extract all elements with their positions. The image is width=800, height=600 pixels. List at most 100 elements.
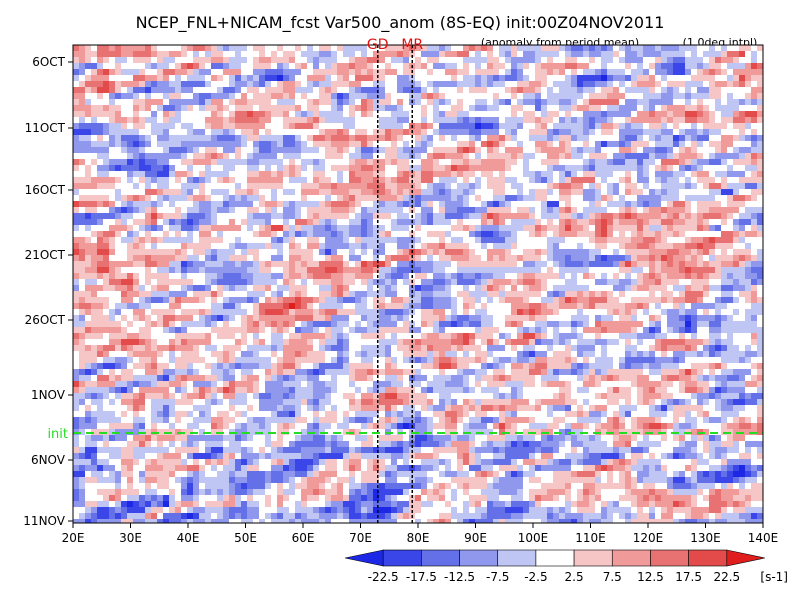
heatmap-cell (475, 129, 482, 136)
heatmap-cell (307, 243, 314, 250)
heatmap-cell (79, 159, 86, 166)
heatmap-cell (301, 123, 308, 130)
heatmap-cell (439, 69, 446, 76)
heatmap-cell (163, 147, 170, 154)
heatmap-cell (511, 195, 518, 202)
heatmap-cell (463, 177, 470, 184)
heatmap-cell (709, 183, 716, 190)
heatmap-cell (289, 63, 296, 70)
heatmap-cell (247, 291, 254, 298)
heatmap-cell (79, 189, 86, 196)
heatmap-cell (559, 51, 566, 58)
heatmap-cell (493, 243, 500, 250)
heatmap-cell (625, 243, 632, 250)
heatmap-cell (85, 87, 92, 94)
heatmap-cell (715, 165, 722, 172)
heatmap-cell (163, 171, 170, 178)
heatmap-cell (253, 63, 260, 70)
heatmap-cell (547, 297, 554, 304)
heatmap-cell (403, 159, 410, 166)
heatmap-cell (115, 255, 122, 262)
heatmap-cell (265, 243, 272, 250)
heatmap-cell (511, 93, 518, 100)
heatmap-cell (505, 177, 512, 184)
heatmap-cell (517, 279, 524, 286)
heatmap-cell (187, 129, 194, 136)
heatmap-cell (445, 129, 452, 136)
heatmap-cell (577, 129, 584, 136)
heatmap-cell (157, 51, 164, 58)
heatmap-cell (265, 225, 272, 232)
heatmap-cell (415, 183, 422, 190)
heatmap-cell (289, 261, 296, 268)
heatmap-cell (175, 243, 182, 250)
heatmap-cell (175, 45, 182, 52)
heatmap-cell (259, 201, 266, 208)
heatmap-cell (175, 123, 182, 130)
heatmap-cell (253, 261, 260, 268)
heatmap-cell (631, 237, 638, 244)
heatmap-cell (301, 207, 308, 214)
heatmap-cell (103, 111, 110, 118)
heatmap-cell (607, 165, 614, 172)
heatmap-cell (133, 93, 140, 100)
heatmap-cell (715, 87, 722, 94)
heatmap-cell (121, 111, 128, 118)
heatmap-cell (337, 201, 344, 208)
heatmap-cell (157, 135, 164, 142)
heatmap-cell (673, 231, 680, 238)
heatmap-cell (259, 111, 266, 118)
heatmap-cell (715, 105, 722, 112)
heatmap-cell (79, 45, 86, 52)
heatmap-cell (385, 243, 392, 250)
heatmap-cell (553, 75, 560, 82)
heatmap-cell (733, 249, 740, 256)
heatmap-cell (517, 75, 524, 82)
heatmap-cell (589, 153, 596, 160)
heatmap-cell (127, 57, 134, 64)
heatmap-cell (613, 201, 620, 208)
heatmap-cell (595, 63, 602, 70)
heatmap-cell (757, 117, 763, 124)
heatmap-cell (589, 207, 596, 214)
heatmap-cell (235, 165, 242, 172)
heatmap-cell (127, 93, 134, 100)
heatmap-cell (649, 123, 656, 130)
heatmap-cell (697, 87, 704, 94)
heatmap-cell (751, 297, 758, 304)
heatmap-cell (373, 159, 380, 166)
heatmap-cell (211, 231, 218, 238)
heatmap-cell (259, 63, 266, 70)
heatmap-cell (595, 261, 602, 268)
heatmap-cell (331, 177, 338, 184)
heatmap-cell (127, 81, 134, 88)
heatmap-cell (631, 273, 638, 280)
heatmap-cell (73, 81, 80, 88)
heatmap-cell (595, 249, 602, 256)
heatmap-cell (415, 243, 422, 250)
heatmap-cell (535, 117, 542, 124)
heatmap-cell (511, 189, 518, 196)
heatmap-cell (241, 141, 248, 148)
heatmap-cell (235, 261, 242, 268)
heatmap-cell (739, 129, 746, 136)
heatmap-cell (547, 201, 554, 208)
heatmap-cell (277, 129, 284, 136)
heatmap-cell (589, 75, 596, 82)
heatmap-cell (637, 237, 644, 244)
heatmap-cell (745, 225, 752, 232)
heatmap-cell (703, 255, 710, 262)
heatmap-cell (691, 219, 698, 226)
heatmap-cell (313, 75, 320, 82)
heatmap-cell (241, 93, 248, 100)
heatmap-cell (571, 285, 578, 292)
heatmap-cell (445, 135, 452, 142)
heatmap-cell (169, 171, 176, 178)
heatmap-cell (355, 231, 362, 238)
heatmap-cell (661, 255, 668, 262)
heatmap-cell (457, 63, 464, 70)
heatmap-cell (229, 141, 236, 148)
heatmap-cell (127, 303, 134, 310)
heatmap-cell (517, 105, 524, 112)
heatmap-cell (409, 231, 416, 238)
